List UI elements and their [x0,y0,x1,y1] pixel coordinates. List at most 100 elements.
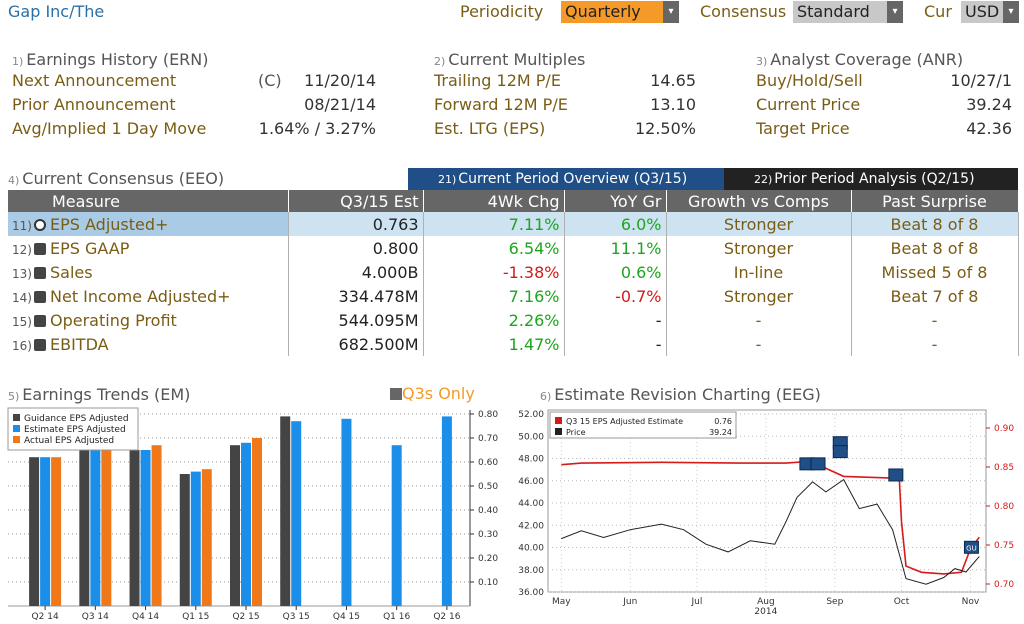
currency-dropdown[interactable]: USD ▾ [961,1,1019,23]
row-number: 11) [12,218,32,233]
yoy-cell: - [564,332,667,356]
col-header-chg[interactable]: 4Wk Chg [423,190,565,212]
chevron-down-icon: ▾ [1003,1,1019,23]
growth-cell: Stronger [666,236,852,260]
col-header-growth[interactable]: Growth vs Comps [666,190,852,212]
series-line-price [561,478,980,585]
yoy-cell: - [564,308,667,332]
eh-row-next: Next Announcement (C) 11/20/14 [12,71,376,90]
y-tick-label: 0.40 [478,506,498,516]
x-tick-label: Q4 15 [333,612,360,622]
x-tick-label: Q3 15 [283,612,310,622]
measure-cell: 14) Net Income Adjusted+ [8,284,289,308]
q3s-only-toggle[interactable]: Q3s Only [390,384,475,403]
y-tick-label: 0.50 [478,482,498,492]
row-number: 13) [12,266,32,281]
row-square-icon[interactable] [34,338,46,351]
bar [140,450,151,606]
row-square-icon[interactable] [34,266,46,279]
y-left-tick-label: 48.00 [518,455,544,465]
surprise-cell: Beat 8 of 8 [851,212,1019,236]
bar [101,447,112,606]
y-right-tick-label: 0.85 [994,463,1014,473]
table-row[interactable]: 13) Sales 4.000B -1.38% 0.6% In-line Missed 5 … [8,260,1019,284]
x-tick-label: Q1 16 [383,612,410,622]
tab-prior-period[interactable]: 22) Prior Period Analysis (Q2/15) [724,168,1018,190]
cm-row-trailing: Trailing 12M P/E 14.65 [434,71,696,90]
section-number: 4) [8,174,20,187]
legend-label: Actual EPS Adjusted [24,436,114,446]
eh-row-move: Avg/Implied 1 Day Move 1.64% / 3.27% [12,119,376,138]
measure-label: EPS GAAP [50,238,130,258]
analyst-coverage-title[interactable]: 3) Analyst Coverage (ANR) [756,50,964,69]
table-header-row: Measure Q3/15 Est 4Wk Chg YoY Gr Growth … [8,190,1019,212]
x-tick-label: Jul [691,597,703,607]
table-row[interactable]: 16) EBITDA 682.500M 1.47% - - - [8,332,1019,356]
earnings-history-title[interactable]: 1) Earnings History (ERN) [12,50,209,69]
table-row[interactable]: 14) Net Income Adjusted+ 334.478M 7.16% -0.7… [8,284,1019,308]
y-tick-label: 0.70 [478,434,498,444]
estimate-revision-title[interactable]: 6) Estimate Revision Charting (EEG) [540,385,821,404]
consensus-dropdown[interactable]: Standard ▾ [793,1,903,23]
row-square-icon[interactable] [34,290,46,303]
legend-label: Estimate EPS Adjusted [24,425,126,435]
measure-label: Operating Profit [50,310,177,330]
measure-cell: 15) Operating Profit [8,308,289,332]
chevron-down-icon: ▾ [663,1,679,23]
col-header-surprise[interactable]: Past Surprise [851,190,1019,212]
est-cell: 334.478M [288,284,424,308]
y-tick-label: 0.60 [478,458,498,468]
bar [79,447,90,606]
growth-cell: Stronger [666,212,852,236]
event-marker-icon [810,457,826,471]
col-header-measure[interactable]: Measure [8,190,289,212]
row-square-icon[interactable] [34,242,46,255]
measure-label: EPS Adjusted+ [50,214,169,234]
table-row[interactable]: 12) EPS GAAP 0.800 6.54% 11.1% Stronger Beat 8… [8,236,1019,260]
bar [51,457,62,606]
bar [291,421,302,606]
analyst-coverage-panel: 3) Analyst Coverage (ANR) Buy/Hold/Sell 1… [756,50,1012,143]
x-tick-label: May [552,597,571,607]
x-sublabel: 2014 [754,607,777,617]
col-header-yoy[interactable]: YoY Gr [564,190,667,212]
row-square-icon[interactable] [34,218,46,231]
x-tick-label: Q2 14 [32,612,59,622]
section-number: 3) [756,55,768,68]
tab-current-period[interactable]: 21) Current Period Overview (Q3/15) [408,168,724,190]
consensus-value: Standard [793,1,887,23]
growth-cell: Stronger [666,284,852,308]
current-multiples-title[interactable]: 2) Current Multiples [434,50,586,69]
yoy-cell: 11.1% [564,236,667,260]
event-marker-label: GU [966,544,977,552]
cm-row-forward: Forward 12M P/E 13.10 [434,95,696,114]
surprise-cell: - [851,332,1019,356]
bar [252,438,262,606]
consensus-label: Consensus [700,2,787,21]
table-row[interactable]: 15) Operating Profit 544.095M 2.26% - - - [8,308,1019,332]
bar [29,457,40,606]
x-tick-label: Nov [962,597,980,607]
y-right-tick-label: 0.80 [994,502,1014,512]
measure-cell: 16) EBITDA [8,332,289,356]
measure-cell: 12) EPS GAAP [8,236,289,260]
y-tick-label: 0.20 [478,554,498,564]
x-tick-label: Jun [622,597,637,607]
surprise-cell: - [851,308,1019,332]
earnings-trends-title[interactable]: 5) Earnings Trends (EM) [8,385,191,404]
consensus-title[interactable]: 4) Current Consensus (EEO) [8,169,225,188]
estimate-revision-chart: 36.00 38.00 40.00 42.00 44.00 46.00 48.00 50.00… [518,409,1014,617]
chg-cell: 7.11% [423,212,565,236]
periodicity-dropdown[interactable]: Quarterly ▾ [561,1,679,23]
surprise-cell: Beat 7 of 8 [851,284,1019,308]
section-number: 1) [12,55,24,68]
col-header-est[interactable]: Q3/15 Est [288,190,424,212]
x-tick-label: Sep [826,597,843,607]
y-left-tick-label: 50.00 [518,432,544,442]
surprise-cell: Missed 5 of 8 [851,260,1019,284]
table-row[interactable]: 11) EPS Adjusted+ 0.763 7.11% 6.0% Stronger Be… [8,212,1019,236]
bar [241,442,251,606]
measure-label: Net Income Adjusted+ [50,286,231,306]
row-square-icon[interactable] [34,314,46,327]
bar [280,416,291,606]
